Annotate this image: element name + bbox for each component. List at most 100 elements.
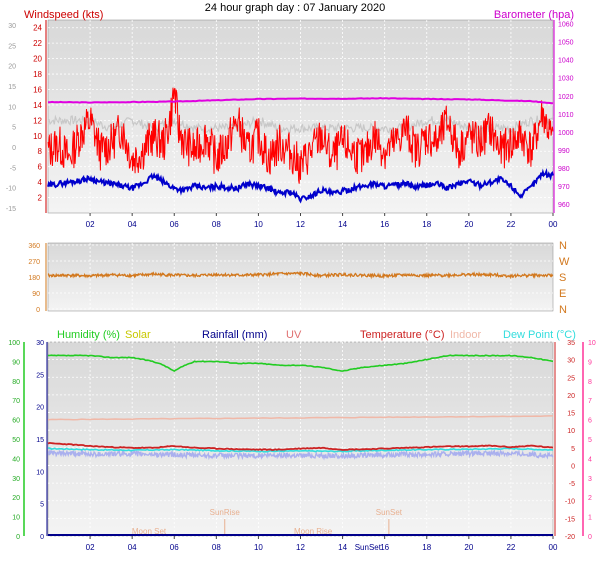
temp-tick-label: 5 [571,446,575,453]
humidity-tick-label: 0 [16,534,20,541]
temp-xtick-label: 18 [422,543,431,552]
rain-tick-label: 30 [36,340,44,347]
windspeed-tick-label: 2 [38,194,43,203]
legend-label: Dew Point (°C) [503,329,576,341]
barometer-axis-label: Barometer (hpa) [494,9,574,21]
rain-tick-label: 20 [36,405,44,412]
apparent-temp-line [47,448,554,461]
compass-label: W [559,256,570,268]
barometer-tick-label: 1030 [558,76,574,83]
outer-tick-label: 25 [8,43,16,50]
barometer-tick-label: 1020 [558,94,574,101]
legend-label: Humidity (%) [57,329,120,341]
windspeed-tick-label: 14 [33,101,42,110]
sun-moon-annotation: SunRise [210,508,241,517]
temp-tick-label: 20 [567,393,575,400]
wind-gust-line [47,87,554,184]
humidity-tick-label: 30 [12,476,20,483]
sun-moon-annotation: Moon Set [132,527,167,536]
humidity-tick-label: 90 [12,359,20,366]
barometer-tick-label: 980 [558,166,570,173]
barometer-line [48,96,554,105]
wind-xtick-label: 08 [212,220,221,229]
temp-xtick-label: 00 [549,543,558,552]
rain-tick-label: 0 [40,534,44,541]
temp-xtick-label: 20 [464,543,473,552]
uv-tick-label: 0 [588,534,592,541]
outer-tick-label: -15 [6,206,16,213]
legend-label: Temperature (°C) [360,329,444,341]
outer-tick-label: 0 [12,145,16,152]
rain-tick-label: 10 [36,469,44,476]
barometer-tick-label: 1010 [558,112,574,119]
compass-label: E [559,288,566,300]
humidity-tick-label: 80 [12,379,20,386]
wind-xtick-label: 04 [128,220,137,229]
temp-tick-label: -20 [565,534,575,541]
barometer-tick-label: 970 [558,184,570,191]
outer-tick-label: 5 [12,125,16,132]
indoor-temp-line [47,415,553,421]
direction-tick-label: 180 [28,275,40,282]
temp-tick-label: 35 [567,340,575,347]
windspeed-tick-label: 4 [38,178,43,187]
sun-moon-annotation: Moon Rise [294,527,333,536]
compass-label: S [559,272,566,284]
compass-label: N [559,240,567,252]
uv-tick-label: 6 [588,418,592,425]
temp-xtick-label: 04 [128,543,137,552]
temp-xtick-label: 12 [296,543,305,552]
direction-tick-label: 360 [28,243,40,250]
windspeed-tick-label: 24 [33,24,42,33]
windspeed-tick-label: 16 [33,85,42,94]
wind-xtick-label: 00 [549,220,558,229]
windspeed-tick-label: 12 [33,116,42,125]
temp-xtick-label: 16 [380,543,389,552]
temp-tick-label: -5 [569,481,575,488]
chart-title: 24 hour graph day : 07 January 2020 [205,2,385,14]
windspeed-axis-label: Windspeed (kts) [24,9,103,21]
outer-tick-label: -10 [6,186,16,193]
outer-tick-label: 20 [8,64,16,71]
humidity-tick-label: 70 [12,398,20,405]
humidity-line [47,354,554,373]
sun-moon-annotation: SunSet [376,508,403,517]
temp-xtick-label: 14 [338,543,347,552]
uv-tick-label: 3 [588,476,592,483]
uv-tick-label: 8 [588,379,592,386]
legend-label: UV [286,329,302,341]
rain-tick-label: 25 [36,372,44,379]
uv-tick-label: 5 [588,437,592,444]
wind-xtick-label: 20 [464,220,473,229]
sunset-axis-label: SunSet [355,543,382,552]
outer-tick-label: 30 [8,23,16,30]
temp-tick-label: 30 [567,358,575,365]
humidity-tick-label: 40 [12,456,20,463]
barometer-tick-label: 990 [558,148,570,155]
wind-xtick-label: 10 [254,220,263,229]
temp-tick-label: 0 [571,463,575,470]
uv-tick-label: 1 [588,515,592,522]
uv-tick-label: 9 [588,359,592,366]
wind-direction-line [47,270,554,280]
temperature-line [47,441,554,451]
wind-xtick-label: 12 [296,220,305,229]
windspeed-tick-label: 8 [38,147,43,156]
wind-xtick-label: 02 [86,220,95,229]
wind-average-line [47,168,554,204]
wind-xtick-label: 06 [170,220,179,229]
barometer-tick-label: 1060 [558,22,574,29]
direction-tick-label: 0 [36,307,40,314]
humidity-tick-label: 60 [12,418,20,425]
direction-tick-label: 90 [32,291,40,298]
rain-tick-label: 5 [40,502,44,509]
uv-tick-label: 10 [588,340,596,347]
windspeed-tick-label: 6 [38,163,43,172]
windspeed-tick-label: 10 [33,132,42,141]
windspeed-tick-label: 20 [33,55,42,64]
legend-label: Indoor [450,329,482,341]
dew-point-line [48,447,554,453]
uv-tick-label: 4 [588,456,592,463]
compass-label: N [559,304,567,316]
